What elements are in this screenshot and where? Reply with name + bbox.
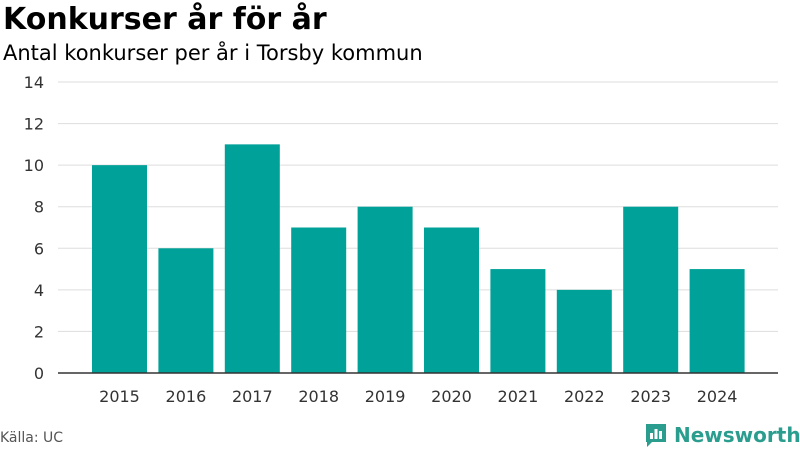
source-note: Källa: UC	[0, 430, 64, 446]
y-tick-label: 4	[34, 281, 44, 300]
bar-2022	[556, 289, 612, 373]
y-tick-label: 6	[34, 239, 44, 258]
y-tick-label: 10	[24, 156, 44, 175]
x-tick-label: 2022	[564, 387, 605, 406]
brand-name: Newsworthy	[674, 423, 800, 447]
bar-2023	[623, 206, 679, 373]
y-tick-label: 2	[34, 322, 44, 341]
brand-logo: Newsworthy	[644, 420, 800, 450]
x-tick-label: 2019	[365, 387, 406, 406]
y-tick-label: 14	[24, 73, 44, 92]
newsworthy-logo-icon	[646, 424, 666, 447]
x-tick-label: 2016	[166, 387, 207, 406]
bar-chart: 0 2 4 6 8 10 12 14 2015 2016 2017 2018 2019 2020 2021 2…	[24, 73, 778, 406]
y-tick-label: 8	[34, 198, 44, 217]
bar-2015	[92, 165, 147, 373]
bar-2016	[158, 248, 214, 373]
x-tick-label: 2017	[232, 387, 273, 406]
y-tick-label: 0	[34, 364, 44, 383]
bar-2021	[490, 269, 546, 373]
x-tick-label: 2018	[298, 387, 339, 406]
x-tick-label: 2023	[630, 387, 671, 406]
bar-2020	[424, 227, 479, 373]
chart-title: Konkurser år för år	[3, 2, 327, 37]
x-tick-label: 2020	[431, 387, 472, 406]
x-tick-label: 2024	[697, 387, 738, 406]
chart-subtitle: Antal konkurser per år i Torsby kommun	[3, 41, 423, 65]
bar-2017	[224, 144, 280, 373]
bar-2019	[357, 206, 413, 373]
bar-2024	[689, 269, 745, 373]
x-tick-label: 2015	[99, 387, 140, 406]
y-tick-label: 12	[24, 115, 44, 134]
x-tick-label: 2021	[498, 387, 539, 406]
bar-2018	[291, 227, 347, 373]
